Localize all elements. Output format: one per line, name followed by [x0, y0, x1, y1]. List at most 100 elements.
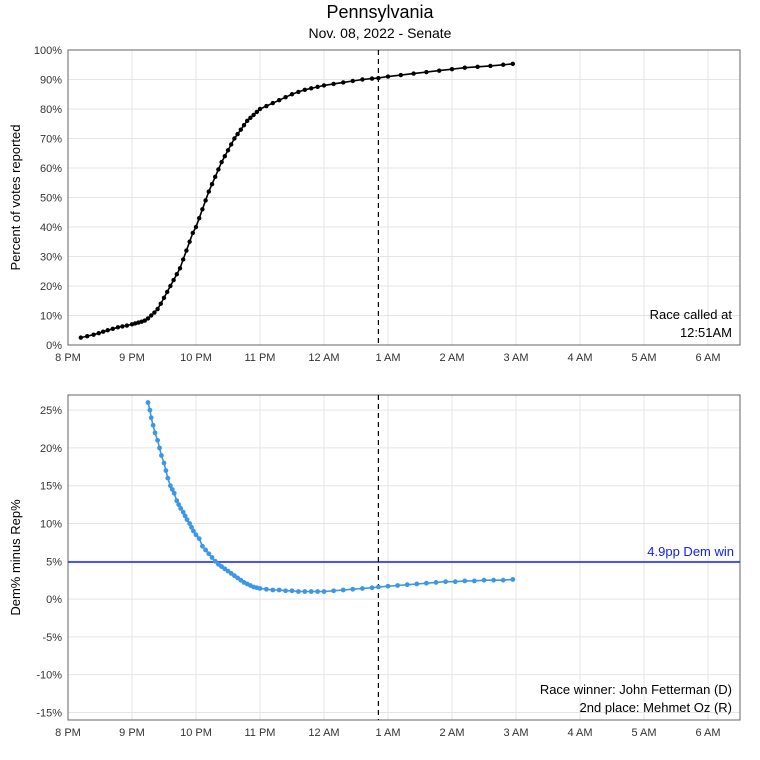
y-axis-label: Dem% minus Rep% — [8, 499, 23, 616]
x-tick-label: 4 AM — [567, 727, 592, 739]
series-marker — [331, 82, 335, 86]
series-marker — [155, 307, 159, 311]
series-marker — [200, 207, 204, 211]
series-marker — [450, 67, 454, 71]
x-tick-label: 2 AM — [439, 352, 464, 364]
series-marker — [399, 73, 403, 77]
y-tick-label: 60% — [40, 163, 62, 175]
y-tick-label: 10% — [40, 311, 62, 323]
series-marker — [510, 577, 515, 582]
series-marker — [152, 310, 156, 314]
series-marker — [501, 578, 506, 583]
series-marker — [501, 63, 505, 67]
series-marker — [223, 154, 227, 158]
panel-annotation: Race winner: John Fetterman (D) — [540, 682, 732, 697]
series-marker — [302, 589, 307, 594]
series-marker — [443, 579, 448, 584]
series-marker — [148, 408, 153, 413]
panel-annotation: Race called at — [650, 307, 733, 322]
series-marker — [322, 589, 327, 594]
chart-subtitle: Nov. 08, 2022 - Senate — [309, 25, 452, 41]
x-tick-label: 10 PM — [180, 727, 212, 739]
series-marker — [424, 581, 429, 586]
panel-annotation: 2nd place: Mehmet Oz (R) — [580, 700, 732, 715]
series-marker — [207, 189, 211, 193]
series-marker — [290, 588, 295, 593]
x-tick-label: 6 AM — [695, 352, 720, 364]
series-marker — [97, 331, 101, 335]
x-tick-label: 8 PM — [55, 352, 81, 364]
series-marker — [171, 278, 175, 282]
series-marker — [168, 284, 172, 288]
series-marker — [210, 555, 215, 560]
y-tick-label: 10% — [40, 518, 62, 530]
y-tick-label: 20% — [40, 281, 62, 293]
x-tick-label: 4 AM — [567, 352, 592, 364]
x-tick-label: 1 AM — [375, 727, 400, 739]
series-marker — [159, 453, 164, 458]
x-tick-label: 3 AM — [503, 352, 528, 364]
x-tick-label: 8 PM — [55, 727, 81, 739]
series-marker — [206, 551, 211, 556]
y-tick-label: 90% — [40, 75, 62, 87]
series-marker — [184, 248, 188, 252]
series-marker — [472, 579, 477, 584]
series-marker — [482, 578, 487, 583]
series-marker — [116, 325, 120, 329]
series-marker — [203, 198, 207, 202]
x-tick-label: 11 PM — [245, 727, 276, 739]
series-marker — [165, 476, 170, 481]
x-tick-label: 11 PM — [245, 352, 276, 364]
y-tick-label: 30% — [40, 252, 62, 264]
y-axis-label: Percent of votes reported — [8, 125, 23, 271]
y-tick-label: 100% — [34, 45, 62, 57]
series-marker — [290, 92, 294, 96]
y-tick-label: 5% — [46, 556, 62, 568]
series-marker — [405, 582, 410, 587]
y-tick-label: 0% — [46, 594, 62, 606]
series-marker — [414, 582, 419, 587]
series-marker — [315, 85, 319, 89]
series-marker — [277, 588, 282, 593]
series-marker — [283, 588, 288, 593]
series-marker — [331, 588, 336, 593]
series-marker — [178, 266, 182, 270]
series-marker — [424, 70, 428, 74]
series-marker — [395, 583, 400, 588]
series-marker — [155, 438, 160, 443]
series-marker — [309, 589, 314, 594]
series-marker — [181, 257, 185, 261]
series-marker — [411, 71, 415, 75]
series-marker — [376, 76, 380, 80]
x-tick-label: 12 AM — [308, 727, 339, 739]
series-marker — [229, 142, 233, 146]
series-marker — [172, 491, 177, 496]
series-marker — [162, 296, 166, 300]
series-marker — [350, 587, 355, 592]
series-marker — [79, 335, 83, 339]
series-marker — [159, 302, 163, 306]
series-marker — [341, 588, 346, 593]
series-marker — [309, 86, 313, 90]
series-marker — [175, 272, 179, 276]
series-marker — [187, 240, 191, 244]
series-marker — [120, 324, 124, 328]
series-marker — [153, 430, 158, 435]
series-marker — [258, 586, 263, 591]
y-tick-label: 15% — [40, 481, 62, 493]
panel-annotation: 12:51AM — [680, 325, 732, 340]
series-marker — [475, 65, 479, 69]
series-marker — [264, 104, 268, 108]
series-marker — [434, 580, 439, 585]
series-marker — [235, 132, 239, 136]
series-marker — [491, 578, 496, 583]
x-tick-label: 9 PM — [119, 727, 145, 739]
series-marker — [197, 536, 202, 541]
series-marker — [232, 136, 236, 140]
series-marker — [463, 66, 467, 70]
series-marker — [164, 468, 169, 473]
series-marker — [216, 167, 220, 171]
series-marker — [376, 585, 381, 590]
x-tick-label: 2 AM — [439, 727, 464, 739]
series-marker — [219, 160, 223, 164]
